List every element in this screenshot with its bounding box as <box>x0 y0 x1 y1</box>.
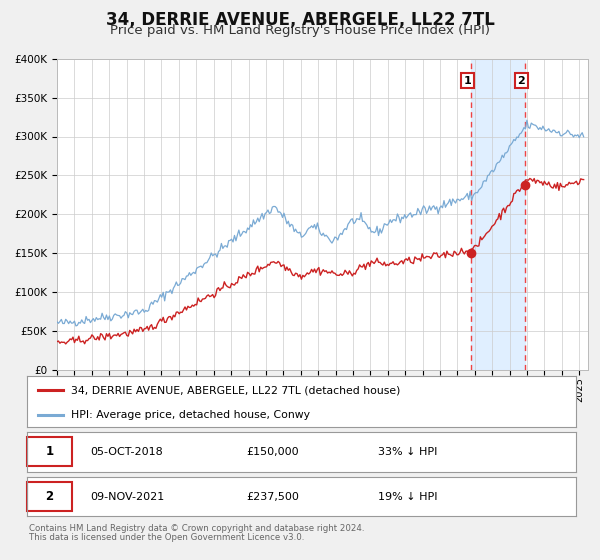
Text: 09-NOV-2021: 09-NOV-2021 <box>90 492 164 502</box>
Text: 19% ↓ HPI: 19% ↓ HPI <box>379 492 438 502</box>
FancyBboxPatch shape <box>27 437 72 466</box>
Text: This data is licensed under the Open Government Licence v3.0.: This data is licensed under the Open Gov… <box>29 533 304 542</box>
Text: 2: 2 <box>46 490 53 503</box>
Text: 34, DERRIE AVENUE, ABERGELE, LL22 7TL (detached house): 34, DERRIE AVENUE, ABERGELE, LL22 7TL (d… <box>71 385 400 395</box>
Text: 34, DERRIE AVENUE, ABERGELE, LL22 7TL: 34, DERRIE AVENUE, ABERGELE, LL22 7TL <box>106 11 494 29</box>
Text: 05-OCT-2018: 05-OCT-2018 <box>90 447 163 457</box>
Text: HPI: Average price, detached house, Conwy: HPI: Average price, detached house, Conw… <box>71 409 310 419</box>
Text: 1: 1 <box>464 76 472 86</box>
Text: Price paid vs. HM Land Registry's House Price Index (HPI): Price paid vs. HM Land Registry's House … <box>110 24 490 36</box>
Bar <box>470 59 524 370</box>
Text: 33% ↓ HPI: 33% ↓ HPI <box>379 447 438 457</box>
Text: £150,000: £150,000 <box>247 447 299 457</box>
Text: 2: 2 <box>518 76 526 86</box>
Text: Contains HM Land Registry data © Crown copyright and database right 2024.: Contains HM Land Registry data © Crown c… <box>29 524 364 533</box>
Text: £237,500: £237,500 <box>247 492 299 502</box>
FancyBboxPatch shape <box>27 482 72 511</box>
Text: 1: 1 <box>46 445 53 459</box>
